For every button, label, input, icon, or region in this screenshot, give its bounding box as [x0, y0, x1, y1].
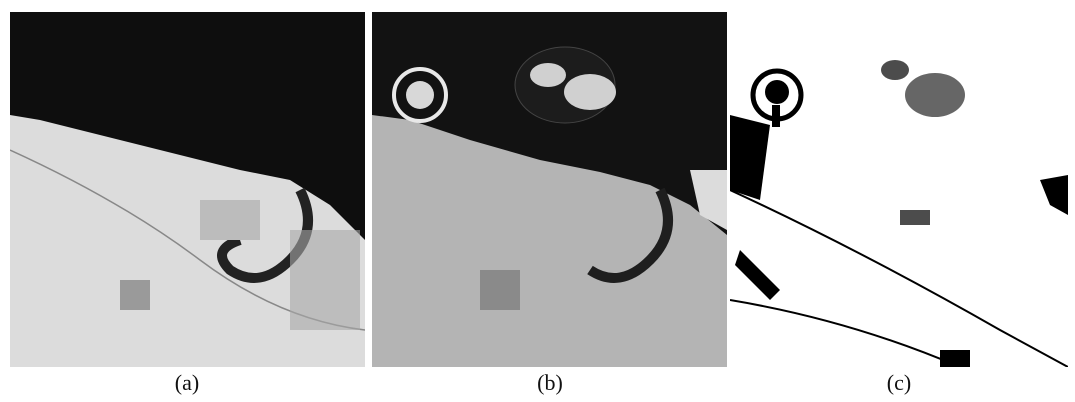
figure: (a) (b) (c): [0, 0, 1075, 402]
caption: (a): [175, 370, 199, 395]
image-b: [372, 12, 727, 367]
image-a: [10, 12, 365, 367]
caption: (b): [537, 370, 563, 395]
image-c: [730, 12, 1068, 367]
caption: (c): [887, 370, 911, 395]
